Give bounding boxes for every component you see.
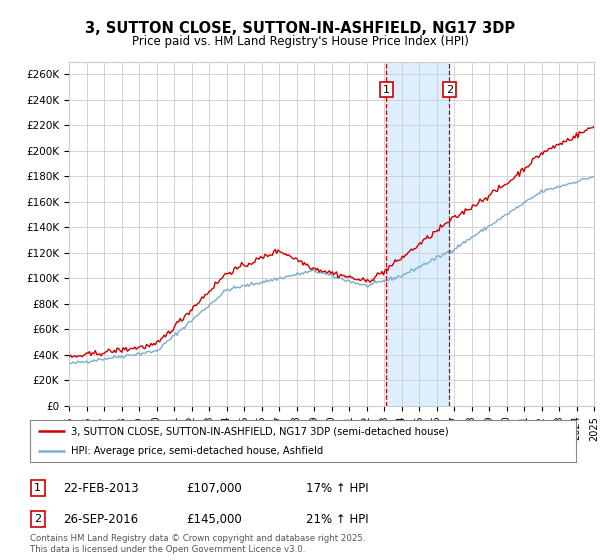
Text: 1: 1 (34, 483, 41, 493)
Text: 3, SUTTON CLOSE, SUTTON-IN-ASHFIELD, NG17 3DP: 3, SUTTON CLOSE, SUTTON-IN-ASHFIELD, NG1… (85, 21, 515, 36)
Text: Contains HM Land Registry data © Crown copyright and database right 2025.
This d: Contains HM Land Registry data © Crown c… (30, 534, 365, 554)
Text: 22-FEB-2013: 22-FEB-2013 (63, 482, 139, 495)
Text: 17% ↑ HPI: 17% ↑ HPI (306, 482, 368, 495)
Bar (386, 62, 449, 406)
Text: 21% ↑ HPI: 21% ↑ HPI (306, 512, 368, 526)
Text: 2: 2 (34, 514, 41, 524)
Text: 1: 1 (383, 85, 390, 95)
Text: 3, SUTTON CLOSE, SUTTON-IN-ASHFIELD, NG17 3DP (semi-detached house): 3, SUTTON CLOSE, SUTTON-IN-ASHFIELD, NG1… (71, 426, 449, 436)
Text: £107,000: £107,000 (186, 482, 242, 495)
Text: Price paid vs. HM Land Registry's House Price Index (HPI): Price paid vs. HM Land Registry's House … (131, 35, 469, 48)
Text: 2: 2 (446, 85, 453, 95)
Text: 26-SEP-2016: 26-SEP-2016 (63, 512, 138, 526)
Text: HPI: Average price, semi-detached house, Ashfield: HPI: Average price, semi-detached house,… (71, 446, 323, 456)
Text: £145,000: £145,000 (186, 512, 242, 526)
